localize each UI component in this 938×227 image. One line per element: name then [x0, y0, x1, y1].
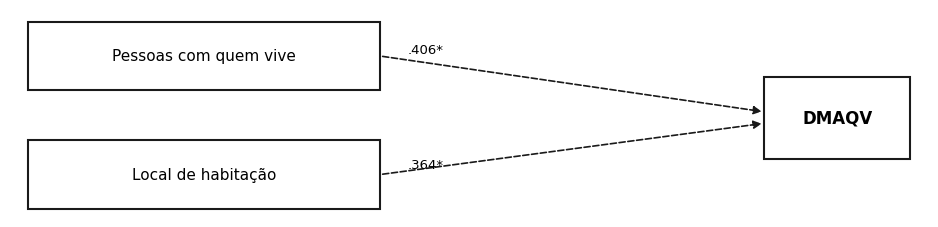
Text: Pessoas com quem vive: Pessoas com quem vive [112, 49, 296, 64]
FancyBboxPatch shape [28, 141, 380, 209]
Text: .406*: .406* [408, 43, 444, 57]
Text: .364*: .364* [408, 158, 445, 171]
FancyBboxPatch shape [764, 77, 910, 159]
Text: Local de habitação: Local de habitação [132, 167, 276, 182]
FancyBboxPatch shape [28, 23, 380, 91]
Text: DMAQV: DMAQV [802, 109, 872, 127]
